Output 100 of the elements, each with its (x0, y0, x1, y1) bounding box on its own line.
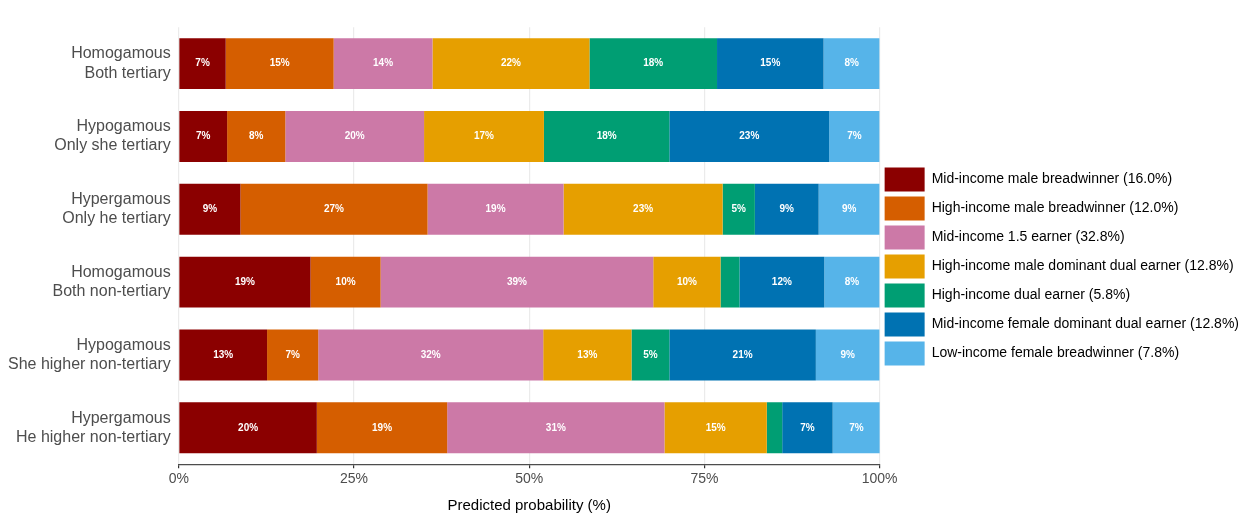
legend-label: Mid-income 1.5 earner (32.8%) (931, 228, 1125, 245)
bar (824, 256, 880, 308)
bar (823, 38, 880, 90)
bar (380, 256, 654, 308)
data-label: 32% (420, 348, 441, 360)
data-label: 21% (732, 348, 753, 360)
bar (543, 329, 632, 381)
data-label: 23% (633, 203, 654, 215)
bar (832, 402, 880, 454)
bar (669, 110, 830, 162)
data-label: 8% (844, 275, 860, 287)
bar (754, 183, 819, 235)
data-label: 14% (373, 57, 394, 69)
bar (179, 329, 268, 381)
data-label: 7% (195, 57, 210, 69)
bar (179, 183, 241, 235)
data-label: 18% (643, 57, 664, 69)
bar (310, 256, 381, 308)
bar (240, 183, 428, 235)
bar (815, 329, 880, 381)
bar (179, 402, 317, 454)
bar (447, 402, 665, 454)
bar (766, 402, 783, 454)
bar (179, 256, 311, 308)
bar (285, 110, 425, 162)
data-label: 20% (344, 130, 365, 142)
data-label: 27% (323, 203, 345, 215)
data-label: 13% (577, 348, 598, 360)
bar (631, 329, 670, 381)
data-label: 7% (196, 130, 211, 142)
data-label: 7% (849, 421, 864, 433)
legend-label: High-income male breadwinner (12.0%) (931, 199, 1179, 216)
data-label: 15% (269, 57, 290, 69)
data-label: 23% (739, 130, 760, 142)
bar (227, 110, 286, 162)
x-tick-label: 25% (339, 470, 368, 487)
data-label: 15% (760, 57, 781, 69)
bar (653, 256, 721, 308)
data-label: 13% (213, 348, 234, 360)
bar (589, 38, 718, 90)
bar (722, 183, 755, 235)
bar (333, 38, 433, 90)
data-label: 19% (234, 275, 256, 287)
data-label: 19% (372, 421, 393, 433)
bar (720, 256, 740, 308)
y-tick-label: Hypergamous He higher non-tertiary (16, 408, 171, 445)
bar (225, 38, 334, 90)
legend-label: High-income dual earner (5.8%) (931, 286, 1131, 303)
bar (664, 402, 767, 454)
data-label: 9% (779, 203, 795, 215)
bar (563, 183, 723, 235)
data-label: 12% (771, 275, 792, 287)
bar (427, 183, 564, 235)
data-label: 18% (596, 130, 617, 142)
bar (739, 256, 825, 308)
legend-label: Mid-income female dominant dual earner (12.8%) (931, 315, 1239, 332)
data-label: 8% (844, 57, 859, 69)
x-tick-label: 50% (515, 470, 544, 487)
y-tick-label: Hypogamous Only she tertiary (54, 117, 171, 154)
y-tick-label: Hypogamous She higher non-tertiary (7, 335, 171, 372)
bar (432, 38, 590, 90)
legend-label: High-income male dominant dual earner (12.8%) (931, 257, 1234, 274)
bar (669, 329, 816, 381)
data-label: 20% (238, 421, 259, 433)
data-label: 39% (506, 275, 528, 287)
data-label: 7% (800, 421, 815, 433)
y-tick-label: Homogamous Both tertiary (71, 44, 171, 81)
bar (717, 38, 824, 90)
bar (316, 402, 448, 454)
data-label: 7% (285, 348, 300, 360)
data-label: 9% (840, 348, 856, 360)
data-label: 17% (473, 130, 495, 142)
data-label: 31% (545, 421, 566, 433)
x-tick-label: 0% (168, 470, 189, 487)
x-axis-title: Predicted probability (%) (447, 496, 611, 514)
bar (318, 329, 544, 381)
bar (267, 329, 319, 381)
data-label: 22% (500, 57, 522, 69)
bar (179, 110, 228, 162)
bar (829, 110, 880, 162)
bar (179, 38, 226, 90)
bar (818, 183, 880, 235)
data-label: 10% (676, 275, 697, 287)
data-label: 7% (847, 130, 862, 142)
legend-label: Low-income female breadwinner (7.8%) (931, 344, 1180, 361)
data-label: 5% (731, 203, 747, 215)
bar (782, 402, 833, 454)
y-tick-label: Homogamous Both non-tertiary (52, 262, 171, 300)
data-label: 8% (248, 130, 264, 142)
x-tick-label: 75% (690, 470, 719, 487)
data-label: 15% (705, 421, 726, 433)
x-tick-label: 100% (861, 470, 898, 487)
y-tick-label: Hypergamous Only he tertiary (62, 190, 171, 227)
data-label: 19% (485, 203, 506, 215)
data-label: 5% (643, 348, 658, 360)
data-label: 9% (202, 203, 218, 215)
bar (543, 110, 670, 162)
legend-label: Mid-income male breadwinner (16.0%) (931, 170, 1173, 187)
data-label: 10% (335, 275, 356, 287)
bar (424, 110, 544, 162)
